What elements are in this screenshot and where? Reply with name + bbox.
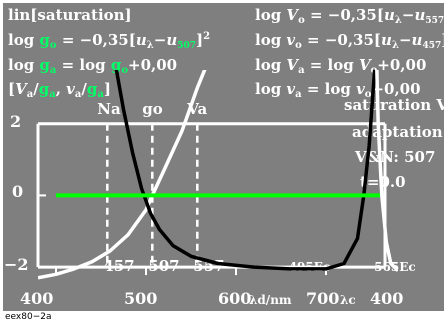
x-axis-label-2: λc <box>340 293 356 307</box>
marker-bottom-495ec: 495Ec <box>289 260 331 274</box>
x-tick-700: 700 <box>306 289 339 308</box>
chart-background <box>3 3 444 311</box>
legend-saturation: saturation V <box>344 96 448 114</box>
y-tick-minus2: −2 <box>4 255 29 274</box>
header-right-3: log Va = log Vo+0,00 <box>255 56 426 76</box>
header-left-1: lin[saturation] <box>8 6 132 24</box>
y-tick-0: 0 <box>12 182 23 201</box>
series-line-1 <box>114 70 377 271</box>
x-tick-500: 500 <box>124 289 157 308</box>
footer-label: eex80−2a <box>5 312 51 322</box>
header-left-4: [Va/ga, va/ga] <box>8 80 111 100</box>
x-tick-400: 400 <box>20 289 53 308</box>
x-tick-400-right: 400 <box>370 289 403 308</box>
series-line-0 <box>38 70 207 280</box>
header-right-2: log vo = −0,35[uλ−u457]2 <box>255 31 448 51</box>
marker-bottom-457: 457 <box>103 257 134 275</box>
marker-label-na: Na <box>97 100 121 118</box>
x-tick-600: 600 <box>218 289 251 308</box>
x-axis-label: λd/nm <box>249 293 292 307</box>
series-line-2 <box>375 70 398 272</box>
legend-vn: V&N: 507 <box>354 148 435 166</box>
marker-bottom-507: 507 <box>148 257 179 275</box>
legend-adaptation: adaptation <box>352 123 443 141</box>
header-right-1: log Vo = −0,35[uλ−u557]2 <box>255 6 448 26</box>
header-left-3: log ga = log go+0,00 <box>8 56 177 76</box>
marker-label-go: go <box>142 100 163 118</box>
header-left-2: log go = −0,35[uλ−u507]2 <box>8 31 210 51</box>
y-tick-2: 2 <box>10 112 21 131</box>
